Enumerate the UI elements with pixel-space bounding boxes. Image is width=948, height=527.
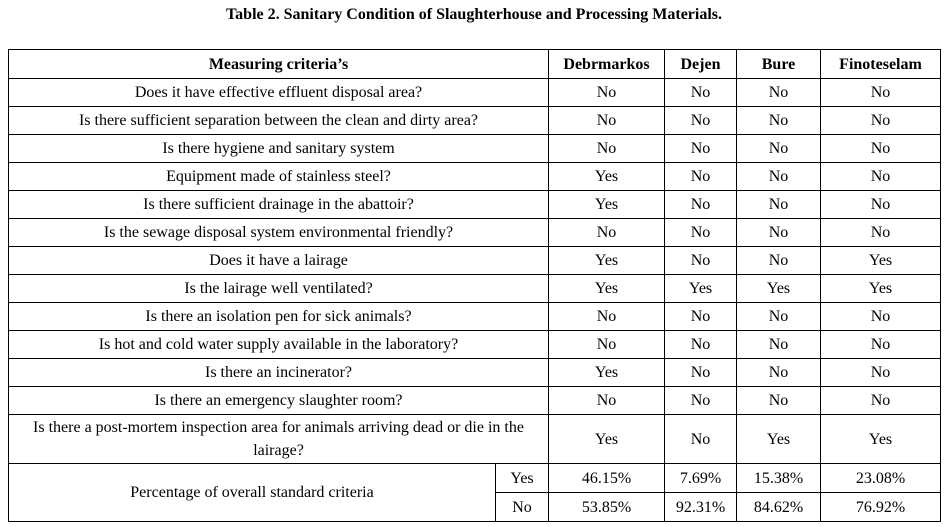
criteria-answer: No <box>664 386 737 415</box>
criteria-answer: Yes <box>548 162 665 191</box>
criteria-answer: No <box>820 302 941 331</box>
percentage-yes-value: 15.38% <box>736 463 821 493</box>
table-row: Is there hygiene and sanitary system No No… <box>8 134 941 163</box>
criteria-question: Does it have effective effluent disposal… <box>8 78 549 107</box>
criteria-question: Is there sufficient separation between t… <box>8 106 549 135</box>
criteria-answer: No <box>736 218 821 247</box>
criteria-answer: No <box>736 386 821 415</box>
criteria-answer: No <box>820 330 941 359</box>
criteria-answer: No <box>664 246 737 275</box>
criteria-answer: No <box>548 330 665 359</box>
criteria-answer: No <box>736 246 821 275</box>
criteria-answer: No <box>664 106 737 135</box>
criteria-answer: No <box>736 106 821 135</box>
criteria-question: Is the sewage disposal system environmen… <box>8 218 549 247</box>
percentage-no-row: No 53.85% 92.31% 84.62% 76.92% <box>9 492 941 522</box>
percentage-yes-value: 23.08% <box>820 463 941 493</box>
criteria-answer: Yes <box>736 274 821 303</box>
percentage-no-value: 76.92% <box>820 492 941 522</box>
criteria-question: Is there hygiene and sanitary system <box>8 134 549 163</box>
criteria-answer: No <box>820 78 941 107</box>
criteria-question: Is there an incinerator? <box>8 358 549 387</box>
criteria-answer: No <box>664 162 737 191</box>
criteria-answer: No <box>548 134 665 163</box>
criteria-answer: No <box>820 358 941 387</box>
criteria-answer: Yes <box>820 414 941 464</box>
criteria-answer: No <box>820 218 941 247</box>
criteria-answer: No <box>820 134 941 163</box>
criteria-question: Does it have a lairage <box>8 246 549 275</box>
table-row: Is there a post-mortem inspection area f… <box>8 414 941 464</box>
criteria-answer: No <box>736 134 821 163</box>
table-row: Is there an emergency slaughter room? No N… <box>8 386 941 415</box>
percentage-yes-label: Yes <box>495 463 549 493</box>
criteria-answer: Yes <box>664 274 737 303</box>
criteria-answer: No <box>736 190 821 219</box>
header-dejen: Dejen <box>664 49 737 79</box>
criteria-answer: No <box>548 386 665 415</box>
criteria-answer: Yes <box>548 190 665 219</box>
table-row: Is the lairage well ventilated? Yes Yes Yes… <box>8 274 941 303</box>
criteria-answer: No <box>736 162 821 191</box>
criteria-answer: No <box>736 330 821 359</box>
criteria-question: Is there an isolation pen for sick anima… <box>8 302 549 331</box>
table-row: Is hot and cold water supply available i… <box>8 330 941 359</box>
table-row: Is there an incinerator? Yes No No No <box>8 358 941 387</box>
criteria-question: Equipment made of stainless steel? <box>8 162 549 191</box>
criteria-answer: Yes <box>548 274 665 303</box>
percentage-no-value: 53.85% <box>548 492 665 522</box>
header-finoteselam: Finoteselam <box>820 49 941 79</box>
header-debrmarkos: Debrmarkos <box>548 49 665 79</box>
percentage-yes-row: Percentage of overall standard criteria Y… <box>8 463 941 522</box>
criteria-answer: No <box>820 162 941 191</box>
table-row: Does it have effective effluent disposal… <box>8 78 941 107</box>
criteria-answer: No <box>736 302 821 331</box>
percentage-label: Percentage of overall standard criteria <box>8 463 496 522</box>
header-criteria: Measuring criteria’s <box>8 49 549 79</box>
percentage-no-value: 84.62% <box>736 492 821 522</box>
criteria-answer: No <box>736 358 821 387</box>
criteria-answer: No <box>820 386 941 415</box>
criteria-question: Is there a post-mortem inspection area f… <box>8 414 549 464</box>
criteria-answer: Yes <box>548 358 665 387</box>
table-row: Does it have a lairage Yes No No Yes <box>8 246 941 275</box>
criteria-answer: Yes <box>548 414 665 464</box>
header-bure: Bure <box>736 49 821 79</box>
table-row: Is the sewage disposal system environmen… <box>8 218 941 247</box>
table-caption: Table 2. Sanitary Condition of Slaughter… <box>225 6 723 23</box>
header-row: Measuring criteria’s Debrmarkos Dejen Bure F… <box>8 49 941 79</box>
table-row: Equipment made of stainless steel? Yes No N… <box>8 162 941 191</box>
criteria-answer: No <box>548 302 665 331</box>
criteria-answer: No <box>548 218 665 247</box>
criteria-answer: Yes <box>736 414 821 464</box>
criteria-answer: No <box>548 78 665 107</box>
table-row: Is there an isolation pen for sick anima… <box>8 302 941 331</box>
percentage-yes-value: 46.15% <box>548 463 665 493</box>
percentage-no-label: No <box>495 492 549 522</box>
criteria-question: Is hot and cold water supply available i… <box>8 330 549 359</box>
criteria-answer: No <box>664 302 737 331</box>
criteria-answer: No <box>736 78 821 107</box>
table-row: Is there sufficient separation between t… <box>8 106 941 135</box>
criteria-answer: Yes <box>548 246 665 275</box>
criteria-answer: No <box>664 414 737 464</box>
criteria-answer: No <box>664 190 737 219</box>
sanitary-condition-table: Measuring criteria’s Debrmarkos Dejen Bure F… <box>8 49 941 522</box>
criteria-question: Is there sufficient drainage in the abat… <box>8 190 549 219</box>
percentage-yes-value: 7.69% <box>664 463 737 493</box>
table-row: Is there sufficient drainage in the abat… <box>8 190 941 219</box>
criteria-question: Is there an emergency slaughter room? <box>8 386 549 415</box>
criteria-question: Is the lairage well ventilated? <box>8 274 549 303</box>
criteria-answer: No <box>820 106 941 135</box>
criteria-answer: Yes <box>820 274 941 303</box>
criteria-answer: No <box>664 358 737 387</box>
criteria-answer: No <box>664 78 737 107</box>
criteria-answer: No <box>820 190 941 219</box>
criteria-answer: No <box>664 330 737 359</box>
criteria-answer: No <box>664 134 737 163</box>
criteria-answer: Yes <box>820 246 941 275</box>
criteria-answer: No <box>664 218 737 247</box>
criteria-answer: No <box>548 106 665 135</box>
percentage-no-value: 92.31% <box>664 492 737 522</box>
